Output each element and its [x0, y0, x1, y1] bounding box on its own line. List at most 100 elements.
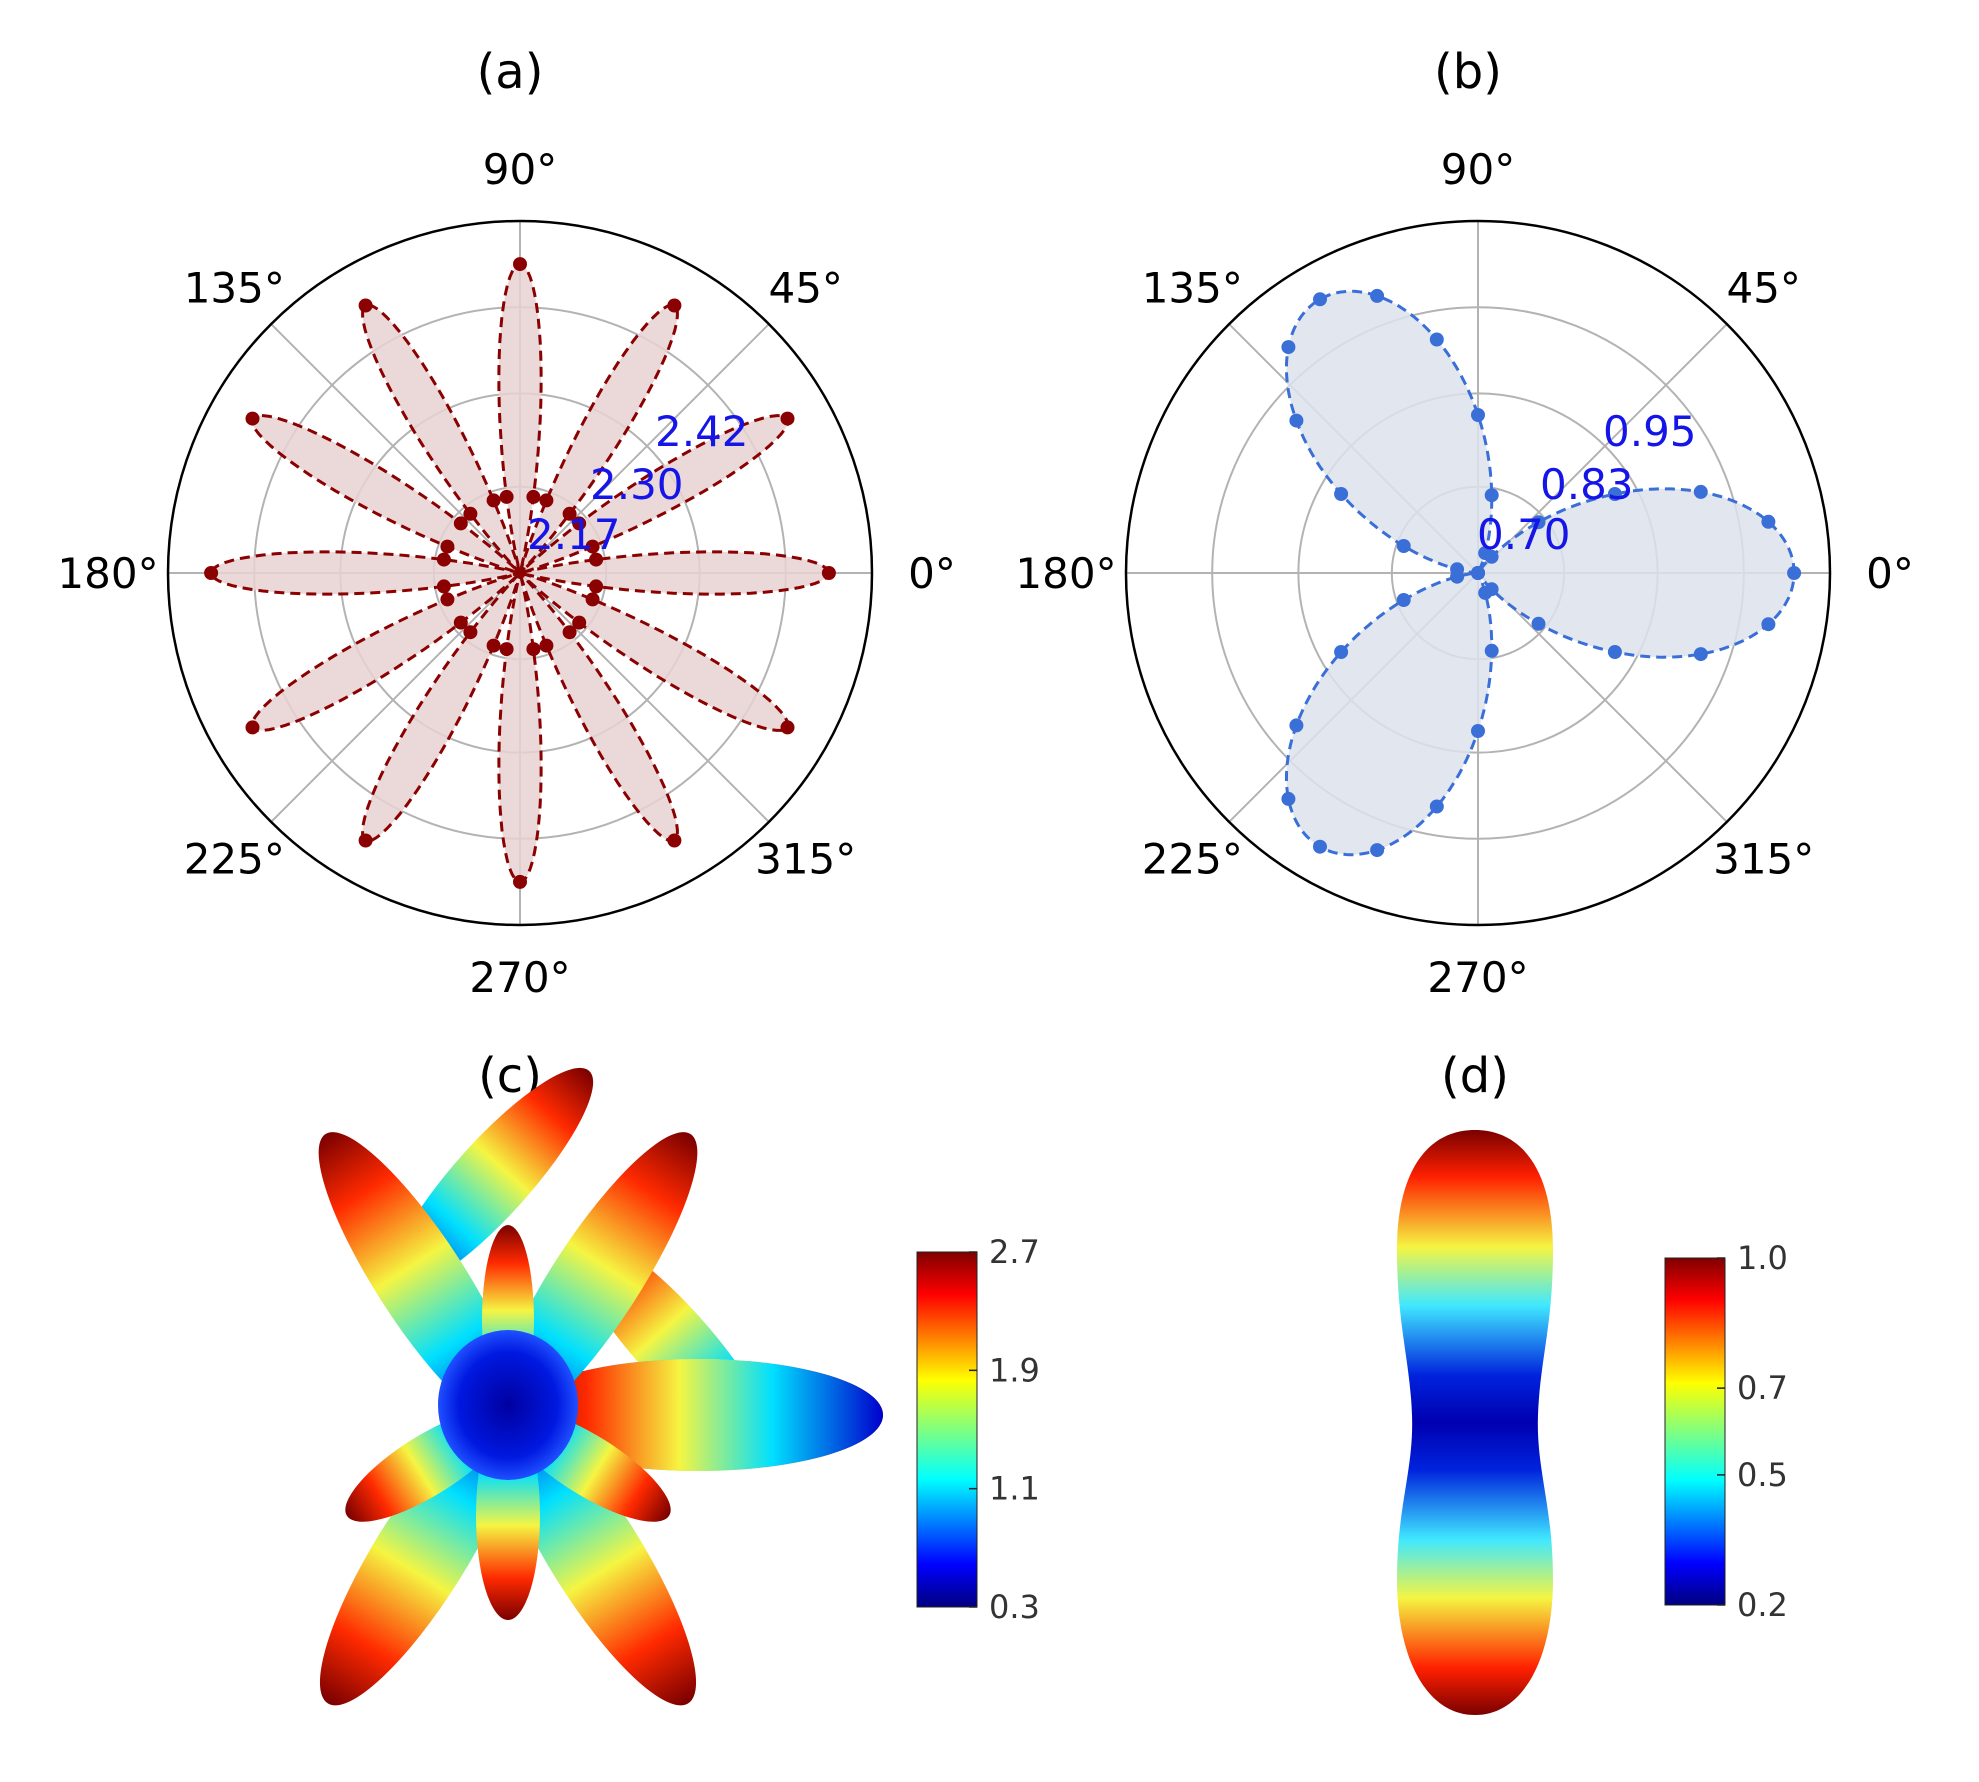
angular-grid-a-7 — [519, 572, 770, 823]
colorbar-label-c-0: 2.7 — [989, 1233, 1040, 1271]
polar-marker-b — [1607, 645, 1622, 659]
angular-grid-a-3 — [270, 323, 521, 574]
polar-marker-b — [1313, 839, 1327, 854]
polar-marker-a — [358, 298, 373, 313]
polar-marker-a — [539, 493, 554, 508]
polar-marker-a — [513, 874, 527, 889]
angle-label-a-2: 90° — [483, 145, 557, 194]
polar-marker-a — [245, 720, 260, 735]
polar-marker-b — [1484, 488, 1499, 503]
polar-plot-a: 0° 45° 90° 135° 180° 225° 270° 315° 2.172.302.42 — [57, 145, 955, 1002]
polar-marker-a — [526, 489, 541, 504]
polar-marker-b — [1471, 566, 1485, 580]
polar-marker-b — [1450, 569, 1465, 584]
polar-marker-a — [513, 257, 527, 272]
angular-grid-b-1 — [1477, 323, 1728, 574]
polar-plot-b: 0° 45° 90° 135° 180° 225° 270° 315° 0.700.830.95 — [1015, 145, 1913, 1002]
polar-marker-b — [1693, 647, 1708, 662]
angle-label-a-3: 135° — [184, 263, 285, 312]
angle-label-a-7: 315° — [755, 835, 856, 884]
dumbbell-shape — [1397, 1130, 1553, 1715]
polar-marker-b — [1429, 332, 1444, 347]
colorbar-label-d-1: 0.7 — [1737, 1369, 1788, 1407]
polar-marker-a — [453, 516, 468, 531]
polar-marker-b — [1531, 515, 1546, 530]
polar-marker-a — [463, 506, 478, 521]
angle-label-b-3: 135° — [1142, 263, 1243, 312]
polar-marker-a — [585, 592, 600, 607]
polar-marker-a — [486, 638, 501, 653]
polar-marker-a — [780, 411, 795, 426]
surface-plot-c — [318, 1067, 883, 1706]
polar-marker-a — [667, 298, 682, 313]
polar-marker-a — [436, 552, 451, 567]
polar-marker-a — [358, 833, 373, 848]
panel-b-title: (b) — [1434, 44, 1502, 100]
angle-label-a-5: 225° — [184, 835, 285, 884]
angular-grid-b-7 — [1477, 572, 1728, 823]
polar-marker-b — [1761, 617, 1776, 632]
polar-marker-b — [1281, 791, 1296, 806]
polar-marker-a — [436, 579, 451, 594]
polar-fill-b — [1286, 291, 1795, 855]
angle-label-b-5: 225° — [1142, 835, 1243, 884]
polar-marker-a — [539, 638, 554, 653]
polar-marker-a — [440, 539, 455, 554]
angle-label-b-4: 180° — [1015, 549, 1116, 598]
polar-marker-b — [1531, 616, 1546, 631]
angle-label-b-6: 270° — [1427, 953, 1528, 1002]
panel-a-title: (a) — [477, 44, 544, 100]
angle-label-b-2: 90° — [1441, 145, 1515, 194]
polar-marker-b — [1761, 514, 1776, 529]
polar-marker-b — [1484, 643, 1499, 658]
polar-marker-b — [1607, 487, 1622, 501]
colorbar-d: 1.0 0.7 0.5 0.2 — [1664, 1239, 1788, 1624]
polar-marker-a — [204, 566, 219, 580]
angle-label-a-6: 270° — [469, 953, 570, 1002]
polar-marker-b — [1289, 413, 1304, 428]
polar-marker-a — [499, 489, 514, 504]
radial-label-b-1: 0.83 — [1540, 460, 1634, 509]
radial-label-a-0: 2.17 — [527, 510, 621, 559]
polar-marker-a — [821, 566, 836, 580]
polar-marker-b — [1787, 566, 1802, 580]
polar-marker-a — [463, 625, 478, 640]
polar-marker-b — [1281, 340, 1296, 355]
colorbar-label-d-0: 1.0 — [1737, 1239, 1788, 1277]
colorbar-label-c-3: 0.3 — [989, 1588, 1040, 1626]
colorbar-label-c-2: 1.1 — [989, 1470, 1040, 1508]
angle-label-b-0: 0° — [1866, 549, 1914, 598]
colorbar-label-c-1: 1.9 — [989, 1351, 1040, 1389]
polar-marker-a — [440, 592, 455, 607]
colorbar-d-bar — [1664, 1257, 1726, 1606]
polar-marker-a — [780, 720, 795, 735]
polar-marker-a — [572, 615, 587, 630]
polar-marker-a — [667, 833, 682, 848]
polar-marker-b — [1478, 546, 1493, 561]
polar-marker-b — [1396, 539, 1411, 553]
panel-d-title: (d) — [1441, 1048, 1509, 1104]
polar-marker-b — [1334, 645, 1349, 659]
polar-marker-b — [1484, 582, 1499, 597]
colorbar-c: 2.7 1.9 1.1 0.3 — [916, 1233, 1040, 1626]
polar-marker-a — [572, 516, 587, 531]
angle-label-a-4: 180° — [57, 549, 158, 598]
colorbar-label-d-3: 0.2 — [1737, 1586, 1788, 1624]
polar-marker-a — [589, 552, 604, 567]
surface-center — [438, 1330, 578, 1480]
lobe-lower-left — [319, 1404, 522, 1706]
polar-marker-a — [585, 539, 600, 554]
polar-marker-a — [562, 625, 577, 640]
polar-marker-a — [526, 642, 541, 657]
polar-marker-b — [1471, 724, 1485, 738]
polar-frame-a — [166, 219, 874, 927]
angle-label-b-7: 315° — [1713, 835, 1814, 884]
polar-marker-b — [1370, 288, 1385, 303]
polar-marker-b — [1289, 718, 1304, 733]
colorbar-label-d-2: 0.5 — [1737, 1456, 1788, 1494]
angle-label-a-0: 0° — [908, 549, 956, 598]
angle-label-b-1: 45° — [1726, 263, 1800, 312]
polar-frame-b — [1124, 219, 1832, 927]
radial-label-a-2: 2.42 — [655, 407, 749, 456]
